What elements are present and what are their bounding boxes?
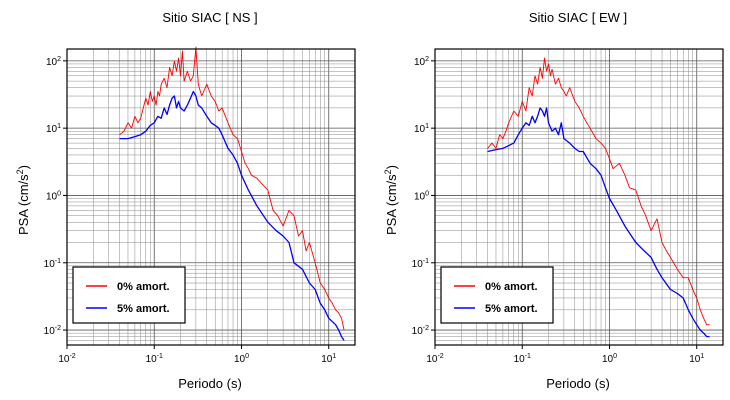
tick-base: 10: [602, 354, 614, 365]
tick-base: 10: [426, 354, 438, 365]
tick-exp: 0: [613, 353, 617, 360]
x-tick-label: 100: [234, 353, 249, 365]
series-line-0pct: [119, 46, 345, 331]
legend-box: [440, 266, 554, 324]
chart-title: Sitio SIAC [ NS ]: [162, 10, 257, 25]
plot-frame: [434, 48, 724, 346]
tick-exp: 1: [700, 353, 704, 360]
legend-label-5pct: 5% amort.: [485, 303, 538, 315]
tick-exp: -1: [423, 258, 429, 265]
tick-base: 10: [414, 57, 426, 68]
tick-base: 10: [46, 191, 58, 202]
y-axis-label-tail: ): [384, 165, 399, 169]
tick-exp: 1: [425, 123, 429, 130]
tick-base: 10: [146, 354, 158, 365]
y-tick-label: 102: [414, 56, 429, 68]
x-tick-label: 101: [321, 353, 336, 365]
y-tick-label: 101: [46, 123, 61, 135]
x-axis-label: Periodo (s): [178, 376, 242, 391]
x-tick-label: 10-1: [146, 353, 163, 365]
tick-base: 10: [44, 259, 56, 270]
x-tick-label: 10-1: [514, 353, 531, 365]
y-axis-label: PSA (cm/s2): [15, 165, 31, 235]
tick-exp: 2: [425, 56, 429, 63]
tick-base: 10: [414, 124, 426, 135]
y-axis-label-main: PSA (cm/s: [16, 174, 31, 235]
tick-base: 10: [689, 354, 701, 365]
tick-exp: 0: [425, 190, 429, 197]
tick-exp: -2: [55, 325, 61, 332]
y-tick-label: 10-2: [412, 325, 429, 337]
grid: [434, 49, 724, 346]
tick-exp: -1: [525, 353, 531, 360]
chart-ew: Sitio SIAC [ EW ] 10-2 10-1 100 101 10-210-…: [383, 10, 724, 391]
tick-base: 10: [58, 354, 70, 365]
legend-box: [72, 266, 186, 324]
tick-exp: 2: [57, 56, 61, 63]
tick-base: 10: [234, 354, 246, 365]
tick-base: 10: [321, 354, 333, 365]
y-axis-label-main: PSA (cm/s: [384, 174, 399, 235]
tick-base: 10: [46, 57, 58, 68]
y-tick-label: 10-1: [412, 258, 429, 270]
tick-exp: 0: [57, 190, 61, 197]
tick-base: 10: [412, 259, 424, 270]
tick-base: 10: [412, 326, 424, 337]
y-axis-label-sup: 2: [383, 169, 393, 174]
tick-exp: -2: [69, 353, 75, 360]
series-line-0pct: [487, 57, 710, 326]
y-axis-label-tail: ): [16, 165, 31, 169]
x-tick-label: 100: [602, 353, 617, 365]
y-axis-label: PSA (cm/s2): [383, 165, 399, 235]
tick-base: 10: [44, 326, 56, 337]
x-tick-labels: 10-2 10-1 100 101: [426, 345, 704, 365]
y-tick-label: 101: [414, 123, 429, 135]
tick-base: 10: [514, 354, 526, 365]
legend-label-0pct: 0% amort.: [117, 281, 170, 293]
chart-title: Sitio SIAC [ EW ]: [529, 10, 627, 25]
tick-exp: 1: [57, 123, 61, 130]
x-tick-label: 101: [689, 353, 704, 365]
series-line-5pct: [119, 90, 345, 341]
tick-exp: 1: [332, 353, 336, 360]
y-tick-label: 102: [46, 56, 61, 68]
tick-exp: 0: [245, 353, 249, 360]
x-tick-labels: 10-2 10-1 100 101: [58, 345, 336, 365]
y-axis-label-sup: 2: [15, 169, 25, 174]
series-layer: [487, 57, 710, 338]
series-line-5pct: [487, 107, 710, 338]
series-layer: [119, 46, 345, 341]
chart-ns: Sitio SIAC [ NS ] 10-2 10-1 100 101 10-210-…: [15, 10, 356, 391]
x-tick-label: 10-2: [58, 353, 75, 365]
y-tick-label: 10-1: [44, 258, 61, 270]
x-tick-label: 10-2: [426, 353, 443, 365]
plot-frame: [66, 48, 356, 346]
legend-label-5pct: 5% amort.: [117, 303, 170, 315]
y-tick-label: 100: [414, 190, 429, 202]
tick-exp: -1: [55, 258, 61, 265]
x-axis-label: Periodo (s): [546, 376, 610, 391]
tick-exp: -2: [423, 325, 429, 332]
legend: 0% amort. 5% amort.: [72, 266, 186, 324]
y-tick-label: 10-2: [44, 325, 61, 337]
tick-exp: -1: [157, 353, 163, 360]
tick-base: 10: [46, 124, 58, 135]
legend: 0% amort. 5% amort.: [440, 266, 554, 324]
legend-label-0pct: 0% amort.: [485, 281, 538, 293]
tick-base: 10: [414, 191, 426, 202]
y-tick-label: 100: [46, 190, 61, 202]
tick-exp: -2: [437, 353, 443, 360]
